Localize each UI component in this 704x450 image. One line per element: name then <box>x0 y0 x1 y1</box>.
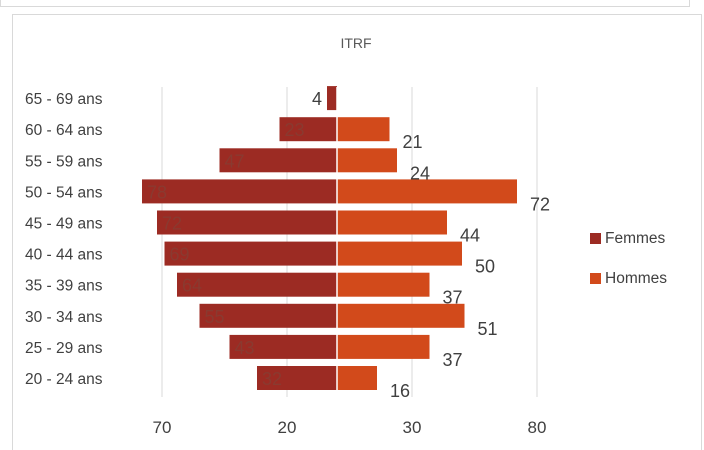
x-tick-label: 20 <box>278 418 297 437</box>
bar-femmes <box>199 303 337 328</box>
bars: 32 16 43 37 55 51 64 37 69 50 72 44 78 72 47 24 23 21 4 <box>142 86 550 401</box>
category-label: 45 - 49 ans <box>25 216 103 233</box>
bar-hommes <box>337 272 430 297</box>
data-label-hommes: 21 <box>403 132 423 152</box>
bar-femmes <box>219 148 337 173</box>
bar-hommes <box>337 241 462 266</box>
data-label-hommes: 51 <box>478 319 498 339</box>
category-label: 40 - 44 ans <box>25 247 103 264</box>
legend-swatch <box>590 273 601 284</box>
data-label-hommes: 37 <box>443 288 463 308</box>
legend-label: Hommes <box>605 270 667 287</box>
bar-femmes <box>257 366 337 390</box>
bar-femmes <box>164 241 337 266</box>
data-label-hommes: 44 <box>460 226 480 246</box>
bar-femmes <box>279 117 337 142</box>
category-labels: 20 - 24 ans 25 - 29 ans 30 - 34 ans 35 - 39… <box>25 91 103 388</box>
legend: Femmes Hommes <box>590 230 667 287</box>
data-label-femmes: 43 <box>235 338 255 358</box>
category-label: 25 - 29 ans <box>25 340 103 357</box>
legend-label: Femmes <box>605 230 666 247</box>
data-label-femmes: 64 <box>182 276 202 296</box>
bar-hommes <box>337 303 465 328</box>
bar-femmes <box>177 272 337 297</box>
category-label: 20 - 24 ans <box>25 371 103 388</box>
data-label-femmes: 32 <box>262 369 282 389</box>
chart-title: ITRF <box>340 35 371 51</box>
data-label-femmes: 47 <box>225 151 245 171</box>
bar-femmes <box>327 86 337 111</box>
data-label-femmes: 4 <box>312 89 322 109</box>
chart-frame <box>12 14 702 450</box>
data-label-femmes: 23 <box>285 120 305 140</box>
bar-hommes <box>337 179 517 204</box>
category-label: 60 - 64 ans <box>25 122 103 139</box>
data-label-femmes: 69 <box>170 245 190 265</box>
top-frame-strip <box>0 0 690 7</box>
category-label: 65 - 69 ans <box>25 91 103 108</box>
bar-hommes <box>337 117 390 142</box>
category-label: 55 - 59 ans <box>25 153 103 170</box>
data-label-hommes: 37 <box>443 350 463 370</box>
bar-hommes <box>337 366 377 390</box>
data-label-femmes: 55 <box>205 307 225 327</box>
data-label-hommes: 24 <box>410 163 430 183</box>
category-label: 30 - 34 ans <box>25 309 103 326</box>
bar-hommes <box>337 148 397 173</box>
x-tick-label: 80 <box>528 418 547 437</box>
data-label-hommes: 72 <box>530 194 550 214</box>
x-tick-label: 30 <box>403 418 422 437</box>
bar-femmes <box>142 179 337 204</box>
category-label: 35 - 39 ans <box>25 278 103 295</box>
data-label-hommes: 16 <box>390 381 410 401</box>
legend-swatch <box>590 233 601 244</box>
data-label-femmes: 72 <box>162 214 182 234</box>
x-tick-labels: 70 20 30 80 <box>153 418 547 437</box>
x-tick-label: 70 <box>153 418 172 437</box>
bar-femmes <box>229 334 337 359</box>
bar-femmes <box>157 210 337 235</box>
data-label-femmes: 78 <box>147 182 167 202</box>
bar-hommes <box>337 210 447 235</box>
category-label: 50 - 54 ans <box>25 184 103 201</box>
bar-hommes <box>337 334 430 359</box>
data-label-hommes: 50 <box>475 257 495 277</box>
